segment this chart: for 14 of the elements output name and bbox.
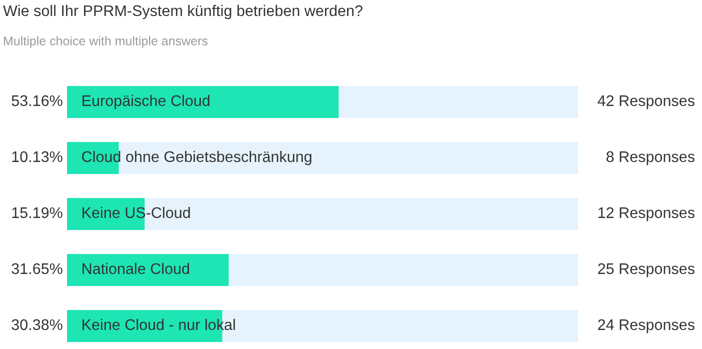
text: 42 Responses [598,95,694,110]
data-label: 15.19% [12,207,62,218]
data-label: 10.13% [12,151,62,162]
data-label: 31.65% [12,263,62,274]
data-label: 53.16% [12,95,62,106]
text: 8 Responses [606,151,694,166]
data-label: 30.38% [12,319,62,330]
text: 24 Responses [598,319,694,334]
y-tick-label: Nationale Cloud [82,262,190,274]
chart-title: Wie soll Ihr PPRM-System künftig betrieben werden? [3,4,362,20]
y-tick-label: Europäische Cloud [82,94,210,110]
text: 12 Responses [598,207,694,222]
chart-subtitle: Multiple choice with multiple answers [4,36,208,48]
text: 25 Responses [598,263,694,278]
